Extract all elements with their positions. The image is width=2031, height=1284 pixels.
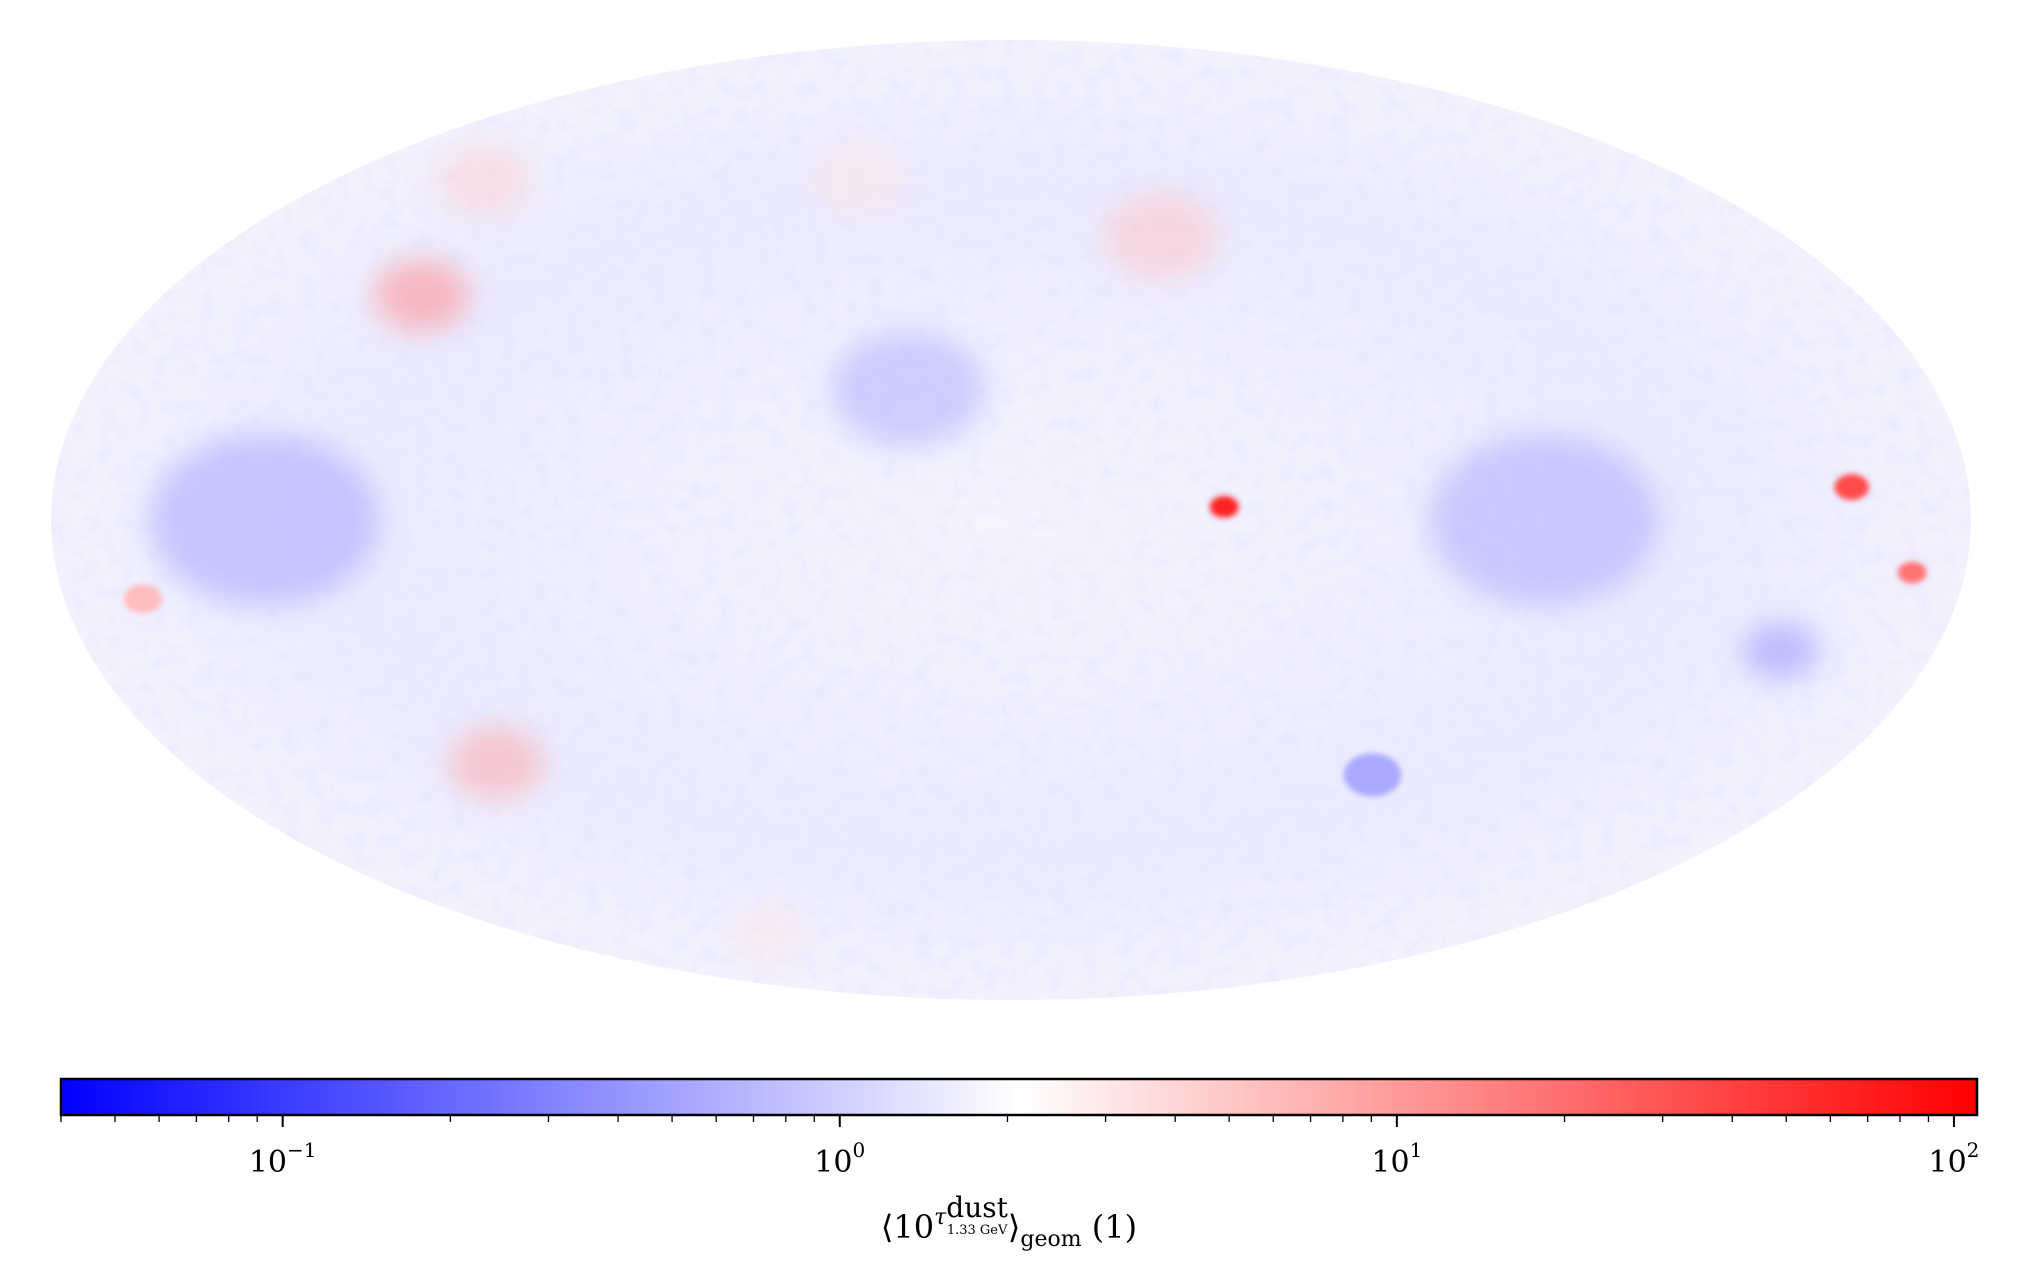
label-tau: τ <box>934 1205 947 1230</box>
label-unit: (1) <box>1091 1208 1138 1246</box>
low-value-region <box>831 331 986 448</box>
high-value-source <box>729 904 807 963</box>
tick-exponent: −1 <box>287 1138 317 1162</box>
tick-exponent: 1 <box>1409 1138 1423 1162</box>
colorbar-label: ⟨10τ dust 1.33 GeV ⟩geom (1) <box>880 1194 1138 1253</box>
colorbar <box>59 1077 1979 1127</box>
high-value-source <box>373 259 470 332</box>
compact-sources <box>123 474 1927 797</box>
low-value-region <box>1742 621 1820 680</box>
high-value-source <box>1834 474 1869 501</box>
diffuse-regions <box>149 144 1820 963</box>
label-tau-bottom: 1.33 GeV <box>946 1223 1008 1238</box>
tick-label: 100 <box>814 1140 865 1180</box>
high-value-source <box>447 726 544 799</box>
tick-exponent: 0 <box>852 1138 866 1162</box>
high-value-source <box>123 584 163 614</box>
low-value-region <box>149 433 380 607</box>
label-prefix: ⟨10 <box>880 1208 935 1246</box>
tick-base: 10 <box>1928 1145 1967 1180</box>
low-value-region <box>1429 433 1660 607</box>
tick-label: 102 <box>1928 1140 1979 1180</box>
low-value-region <box>1343 753 1402 797</box>
colorbar-ticks <box>60 1115 1955 1127</box>
tick-label: 101 <box>1371 1140 1422 1180</box>
label-subscript: geom <box>1020 1227 1082 1252</box>
high-value-source <box>1103 192 1220 280</box>
high-value-source <box>812 144 909 217</box>
high-value-source <box>435 144 532 217</box>
high-value-source <box>1209 496 1239 518</box>
tick-base: 10 <box>1371 1145 1410 1180</box>
high-value-source <box>1897 561 1927 584</box>
tick-exponent: 2 <box>1966 1138 1980 1162</box>
label-tau-stack: dust 1.33 GeV <box>946 1191 1008 1238</box>
mollweide-sky-map <box>51 40 1971 1000</box>
tick-base: 10 <box>248 1145 288 1180</box>
colorbar-gradient <box>59 1077 1979 1117</box>
label-tau-top: dust <box>946 1191 1008 1224</box>
tick-base: 10 <box>814 1145 853 1180</box>
tick-label: 10−1 <box>248 1140 317 1180</box>
label-suffix: ⟩ <box>1007 1208 1021 1246</box>
